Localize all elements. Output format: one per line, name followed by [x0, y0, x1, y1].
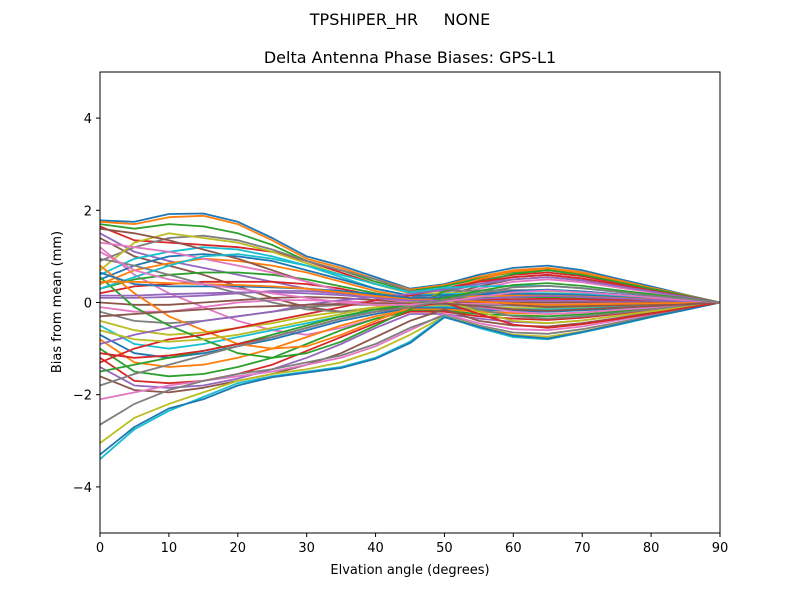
y-tick-label: 4	[84, 112, 92, 127]
chart-title: Delta Antenna Phase Biases: GPS-L1	[263, 48, 557, 67]
x-tick-label: 30	[298, 541, 315, 556]
figure-suptitle: TPSHIPER_HR NONE	[309, 10, 491, 29]
y-tick-label: 2	[84, 204, 92, 219]
series-line	[99, 301, 721, 426]
x-tick-label: 90	[712, 541, 729, 556]
x-tick-label: 20	[230, 541, 247, 556]
series-line	[99, 276, 721, 345]
x-axis-ticks: 0 10 20 30 40 50 60 70 80 90	[96, 533, 728, 556]
y-axis-label: Bias from mean (mm)	[50, 231, 65, 373]
series-line	[99, 301, 721, 318]
y-tick-label: −2	[73, 389, 92, 404]
series-line	[99, 273, 721, 364]
x-tick-label: 60	[505, 541, 522, 556]
x-tick-label: 0	[96, 541, 104, 556]
y-tick-label: 0	[84, 297, 92, 312]
x-tick-label: 70	[574, 541, 591, 556]
series-line	[99, 301, 721, 394]
series-line	[99, 301, 721, 378]
series-line	[99, 301, 721, 456]
x-tick-label: 50	[436, 541, 453, 556]
x-tick-label: 40	[367, 541, 384, 556]
x-tick-label: 10	[161, 541, 178, 556]
x-axis-label: Elvation angle (degrees)	[330, 563, 489, 578]
x-tick-label: 80	[643, 541, 660, 556]
series-line	[99, 251, 721, 306]
series-line	[99, 284, 721, 387]
y-tick-label: −4	[73, 481, 92, 496]
series-line	[100, 291, 721, 304]
data-series-lines	[99, 212, 721, 460]
y-axis-ticks: −4 −2 0 2 4	[73, 112, 100, 496]
